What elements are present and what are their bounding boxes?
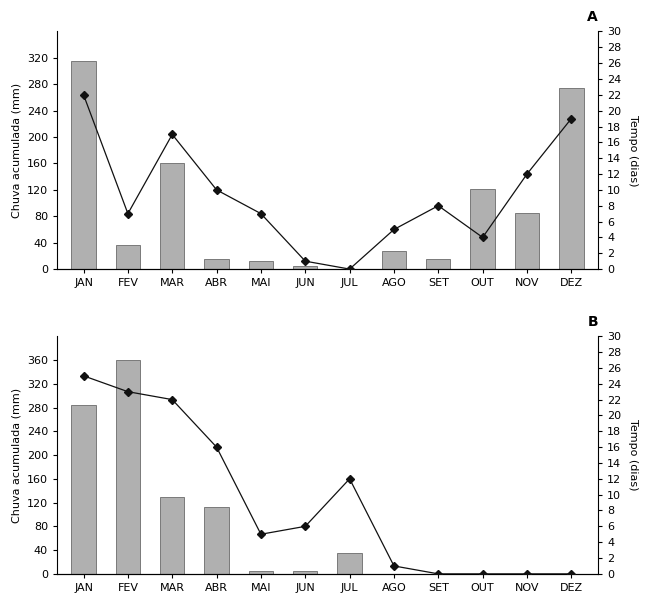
Bar bbox=[71, 61, 96, 269]
Text: B: B bbox=[587, 315, 598, 329]
Bar bbox=[249, 571, 273, 574]
Bar bbox=[160, 496, 184, 574]
Bar bbox=[293, 266, 317, 269]
Bar bbox=[293, 571, 317, 574]
Bar bbox=[515, 213, 539, 269]
Y-axis label: Tempo (dias): Tempo (dias) bbox=[628, 115, 638, 186]
Bar bbox=[426, 259, 450, 269]
Bar bbox=[160, 164, 184, 269]
Y-axis label: Chuva acumulada (mm): Chuva acumulada (mm) bbox=[11, 388, 21, 522]
Bar bbox=[337, 553, 361, 574]
Bar bbox=[471, 188, 495, 269]
Bar bbox=[116, 360, 140, 574]
Bar bbox=[116, 245, 140, 269]
Bar bbox=[204, 507, 229, 574]
Y-axis label: Chuva acumulada (mm): Chuva acumulada (mm) bbox=[11, 83, 21, 218]
Bar bbox=[382, 251, 406, 269]
Bar bbox=[559, 88, 583, 269]
Text: A: A bbox=[587, 10, 598, 24]
Bar bbox=[71, 405, 96, 574]
Y-axis label: Tempo (dias): Tempo (dias) bbox=[628, 419, 638, 491]
Bar bbox=[204, 259, 229, 269]
Bar bbox=[249, 261, 273, 269]
